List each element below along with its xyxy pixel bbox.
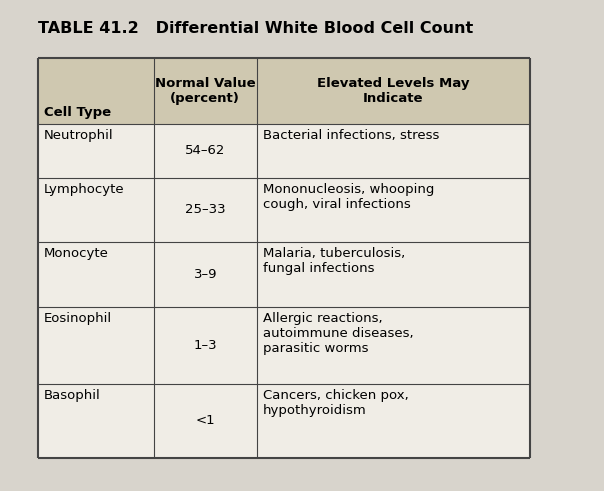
Bar [38,58,530,458]
Text: 54–62: 54–62 [185,144,225,157]
Text: 3–9: 3–9 [193,268,217,281]
Text: Cell Type: Cell Type [44,106,111,118]
Text: Elevated Levels May
Indicate: Elevated Levels May Indicate [317,77,470,105]
Text: TABLE 41.2   Differential White Blood Cell Count: TABLE 41.2 Differential White Blood Cell… [38,21,474,35]
Text: Normal Value
(percent): Normal Value (percent) [155,77,255,105]
Text: Bacterial infections, stress: Bacterial infections, stress [263,129,439,141]
Text: Basophil: Basophil [44,389,101,402]
Text: Allergic reactions,
autoimmune diseases,
parasitic worms: Allergic reactions, autoimmune diseases,… [263,312,414,355]
Text: Mononucleosis, whooping
cough, viral infections: Mononucleosis, whooping cough, viral inf… [263,183,434,211]
Text: Neutrophil: Neutrophil [44,129,114,141]
Text: Monocyte: Monocyte [44,247,109,260]
Text: Cancers, chicken pox,
hypothyroidism: Cancers, chicken pox, hypothyroidism [263,389,409,417]
Text: 25–33: 25–33 [185,203,225,217]
Text: Malaria, tuberculosis,
fungal infections: Malaria, tuberculosis, fungal infections [263,247,405,275]
Text: <1: <1 [196,414,215,427]
Text: 1–3: 1–3 [193,339,217,352]
Text: Eosinophil: Eosinophil [44,312,112,325]
Bar [38,58,530,124]
Text: Lymphocyte: Lymphocyte [44,183,124,195]
